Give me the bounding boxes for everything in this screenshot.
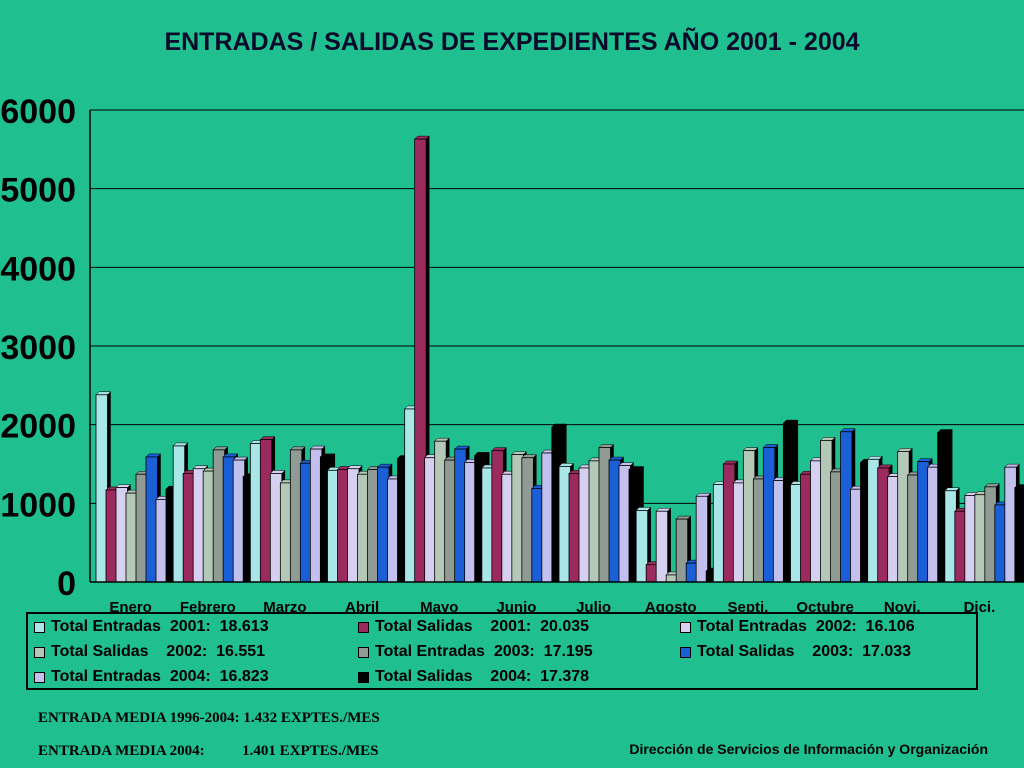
legend-label: Total Entradas 2003: 17.195: [375, 643, 593, 660]
x-tick-label: Febrero: [180, 599, 236, 612]
legend-item: Total Entradas 2004: 16.823: [34, 666, 269, 688]
legend-item: Total Salidas 2004: 17.378: [358, 666, 589, 688]
legend-swatch: [680, 646, 691, 658]
bar: [695, 495, 709, 583]
legend-label: Total Salidas 2001: 20.035: [375, 618, 590, 635]
y-tick-label: 0: [57, 565, 76, 603]
legend-label: Total Salidas 2003: 17.033: [697, 643, 912, 660]
bar: [1014, 487, 1024, 583]
bar-chart: 0 1000 2000 3000 4000 5000 6000 Enero Febrero Mar…: [0, 93, 1024, 612]
y-tick-label: 5000: [0, 172, 76, 210]
y-tick-label: 3000: [0, 329, 76, 367]
legend-item: Total Entradas 2001: 18.613: [34, 616, 269, 638]
x-tick-label: Junio: [496, 599, 536, 612]
y-tick-label: 2000: [0, 408, 76, 446]
legend-swatch: [358, 621, 369, 633]
x-tick-label: Agosto: [645, 599, 697, 612]
legend-swatch: [34, 671, 45, 683]
x-tick-label: Abril: [345, 599, 379, 612]
chart-title: ENTRADAS / SALIDAS DE EXPEDIENTES AÑO 20…: [164, 28, 860, 56]
x-tick-label: Julio: [576, 599, 611, 612]
x-tick-label: Enero: [109, 599, 152, 612]
x-tick-label: Marzo: [263, 599, 306, 612]
legend-item: Total Salidas 2002: 16.551: [34, 641, 265, 663]
x-tick-label: Septi.: [727, 599, 768, 612]
legend-label: Total Entradas 2004: 16.823: [51, 668, 269, 685]
legend-item: Total Entradas 2002: 16.106: [680, 616, 915, 638]
bar-side: [667, 507, 671, 583]
legend-label: Total Entradas 2002: 16.106: [697, 618, 915, 635]
chart-legend: Total Entradas 2001: 18.613 Total Salidas…: [26, 612, 978, 690]
legend-item: Total Entradas 2003: 17.195: [358, 641, 593, 663]
legend-swatch: [680, 621, 691, 633]
x-tick-label: Mayo: [420, 599, 458, 612]
department-credit: Dirección de Servicios de Información y …: [629, 741, 988, 757]
legend-swatch: [358, 646, 369, 658]
legend-swatch: [358, 671, 369, 683]
y-tick-label: 1000: [0, 486, 76, 524]
y-tick-label: 6000: [0, 93, 76, 131]
average-entries-1996-2004-note: ENTRADA MEDIA 1996-2004: 1.432 EXPTES./M…: [38, 710, 380, 726]
legend-label: Total Entradas 2001: 18.613: [51, 618, 269, 635]
legend-label: Total Salidas 2004: 17.378: [375, 668, 590, 685]
average-entries-2004-note: ENTRADA MEDIA 2004: 1.401 EXPTES./MES: [38, 743, 379, 759]
legend-item: Total Salidas 2003: 17.033: [680, 641, 911, 663]
x-tick-label: Octubre: [796, 599, 854, 612]
legend-swatch: [34, 621, 45, 633]
y-tick-label: 4000: [0, 250, 76, 288]
x-tick-label: Novi.: [884, 599, 921, 612]
bar: [655, 510, 669, 583]
legend-swatch: [34, 646, 45, 658]
x-tick-label: Dici.: [964, 599, 996, 612]
legend-label: Total Salidas 2002: 16.551: [51, 643, 266, 660]
legend-item: Total Salidas 2001: 20.035: [358, 616, 589, 638]
